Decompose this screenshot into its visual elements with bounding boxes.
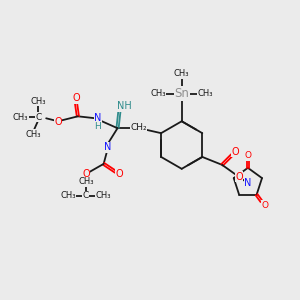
Text: C: C — [35, 113, 41, 122]
Text: C: C — [83, 191, 89, 200]
Text: CH₃: CH₃ — [96, 191, 111, 200]
Text: Sn: Sn — [174, 87, 189, 100]
Text: CH₃: CH₃ — [26, 130, 41, 139]
Text: O: O — [231, 147, 239, 157]
Text: CH₃: CH₃ — [150, 89, 166, 98]
Text: CH₃: CH₃ — [198, 89, 213, 98]
Text: O: O — [82, 169, 90, 179]
Text: CH₂: CH₂ — [130, 123, 147, 132]
Text: CH₃: CH₃ — [78, 177, 94, 186]
Text: NH: NH — [117, 101, 132, 111]
Text: N: N — [244, 178, 252, 188]
Text: O: O — [72, 94, 80, 103]
Text: N: N — [104, 142, 111, 152]
Text: H: H — [94, 122, 101, 131]
Text: CH₃: CH₃ — [60, 191, 76, 200]
Text: O: O — [235, 172, 243, 182]
Text: CH₃: CH₃ — [174, 69, 190, 78]
Text: O: O — [262, 201, 269, 210]
Text: O: O — [54, 117, 62, 127]
Text: O: O — [244, 151, 251, 160]
Text: O: O — [116, 169, 123, 179]
Text: CH₃: CH₃ — [31, 97, 46, 106]
Text: CH₃: CH₃ — [13, 113, 28, 122]
Text: N: N — [94, 113, 101, 123]
